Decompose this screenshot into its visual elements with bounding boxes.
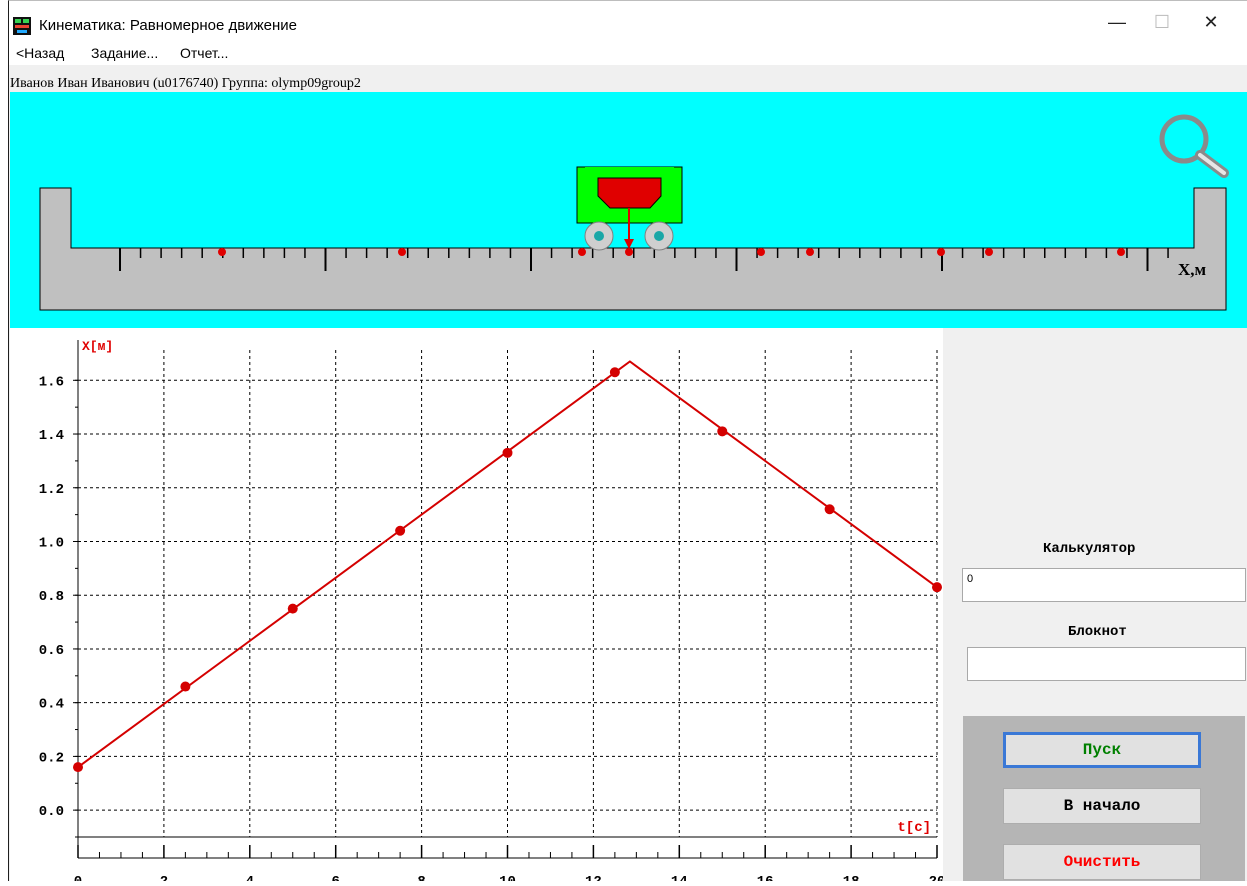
close-button[interactable]: ✕ <box>1203 12 1219 32</box>
maximize-button[interactable]: ☐ <box>1153 12 1171 32</box>
x-tick-label: 14 <box>671 874 688 881</box>
x-tick-label: 8 <box>417 874 425 881</box>
notepad-label: Блокнот <box>1068 624 1127 640</box>
title-bar: Кинематика: Равномерное движение — ☐ ✕ <box>9 1 1247 41</box>
position-marker <box>985 248 993 256</box>
series-line <box>77 360 938 768</box>
menu-task[interactable]: Задание... <box>91 45 159 61</box>
cart-pointer-arrow <box>624 239 634 249</box>
y-tick-label: 0.6 <box>39 643 64 659</box>
y-tick-label: 1.2 <box>39 482 64 498</box>
data-point <box>180 681 191 692</box>
cart-load <box>597 177 662 209</box>
magnifier-icon[interactable] <box>1159 114 1229 178</box>
data-point <box>502 447 513 458</box>
start-button[interactable]: Пуск <box>1003 732 1201 768</box>
y-tick-label: 1.4 <box>39 428 64 444</box>
position-marker <box>806 248 814 256</box>
x-tick-label: 6 <box>331 874 339 881</box>
y-axis-label: X[м] <box>82 339 113 354</box>
menu-report[interactable]: Отчет... <box>180 45 229 61</box>
x-tick-label: 2 <box>160 874 168 881</box>
chart-area: 0.0 0.2 0.4 0.6 0.8 1.0 1.2 1.4 1.6 0 2 4 6 8 10 12 14 16… <box>10 328 946 886</box>
position-marker <box>625 248 633 256</box>
minimize-button[interactable]: — <box>1108 12 1126 32</box>
app-icon <box>13 17 31 35</box>
y-tick-label: 0.8 <box>39 589 64 605</box>
position-marker <box>398 248 406 256</box>
x-tick-label: 16 <box>757 874 774 881</box>
position-markers <box>218 248 1125 256</box>
x-axis-label: t[c] <box>897 820 931 836</box>
data-point <box>395 525 406 536</box>
position-marker <box>937 248 945 256</box>
data-point <box>824 504 835 515</box>
x-tick-label: 10 <box>499 874 516 881</box>
x-tick-label: 20 <box>929 874 943 881</box>
menu-back[interactable]: <Назад <box>16 45 65 61</box>
calculator-label: Калькулятор <box>1043 541 1136 557</box>
simulation-scene: X,м <box>10 92 1247 328</box>
track-svg: X,м <box>39 114 1229 311</box>
x-tick-label: 18 <box>843 874 860 881</box>
data-point <box>717 426 728 437</box>
ruler-ticks <box>119 248 1169 271</box>
control-panel: Пуск В начало Очистить <box>963 716 1245 881</box>
x-tick-label: 0 <box>74 874 82 881</box>
y-tick-label: 0.4 <box>39 697 64 713</box>
position-marker <box>757 248 765 256</box>
position-marker <box>1117 248 1125 256</box>
notepad-input[interactable] <box>967 647 1246 681</box>
chart-svg: 0.0 0.2 0.4 0.6 0.8 1.0 1.2 1.4 1.6 0 2 4 6 8 10 12 14 16… <box>39 339 946 886</box>
reset-button[interactable]: В начало <box>1003 788 1201 824</box>
calculator-input[interactable]: 0 <box>962 568 1246 602</box>
x-tick-label: 4 <box>246 874 254 881</box>
data-point <box>73 762 83 773</box>
data-point <box>609 367 620 378</box>
y-tick-label: 1.6 <box>39 374 64 390</box>
data-point <box>287 603 298 614</box>
window-title: Кинематика: Равномерное движение <box>39 17 297 34</box>
position-marker <box>578 248 586 256</box>
axis-label: X,м <box>1178 260 1207 279</box>
menu-bar: <Назад Задание... Отчет... <box>9 41 1247 65</box>
y-tick-label: 1.0 <box>39 535 64 551</box>
position-marker <box>218 248 226 256</box>
y-tick-label: 0.0 <box>39 804 64 820</box>
cart <box>576 166 683 251</box>
data-point <box>932 582 942 593</box>
clear-button[interactable]: Очистить <box>1003 844 1201 880</box>
y-tick-label: 0.2 <box>39 750 64 766</box>
x-tick-label: 12 <box>585 874 602 881</box>
user-info: Иванов Иван Иванович (u0176740) Группа: … <box>10 76 361 91</box>
